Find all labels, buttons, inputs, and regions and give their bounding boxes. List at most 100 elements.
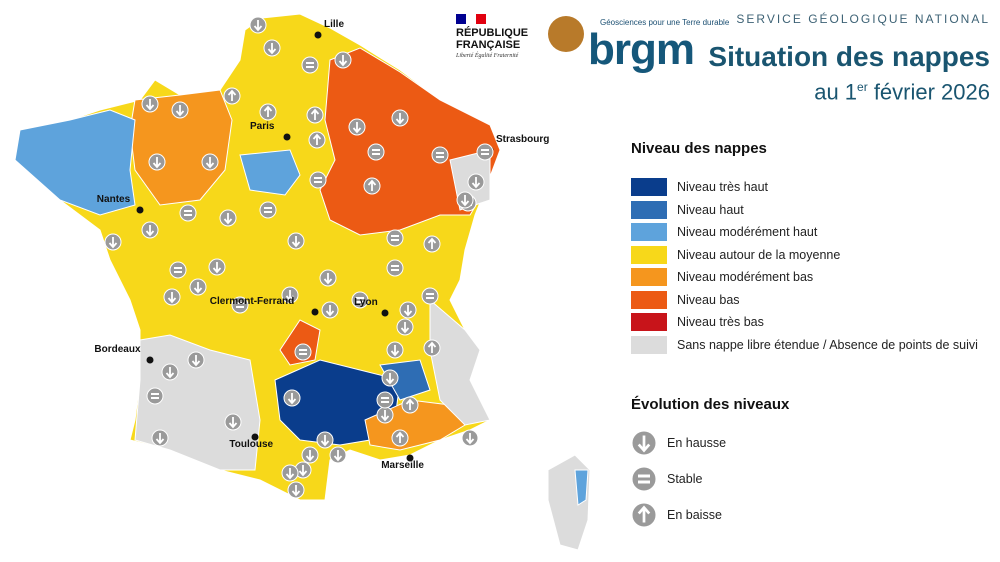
region-alps-gray xyxy=(429,298,491,426)
brgm-tagline: Géosciences pour une Terre durable xyxy=(600,18,730,27)
stable-icon xyxy=(146,387,164,405)
legend-swatch xyxy=(631,335,667,354)
legend-swatch xyxy=(631,178,667,197)
stable-icon xyxy=(169,261,187,279)
arrow-up-icon xyxy=(399,301,417,319)
arrow-down-icon xyxy=(423,235,441,253)
arrow-up-icon xyxy=(151,429,169,447)
arrow-up-icon xyxy=(201,153,219,171)
arrow-down-icon xyxy=(401,396,419,414)
stable-icon xyxy=(421,287,439,305)
legend-item: Sans nappe libre étendue / Absence de po… xyxy=(631,334,978,357)
stable-icon xyxy=(431,146,449,164)
city-label: Lyon xyxy=(354,297,378,308)
arrow-up-icon xyxy=(287,232,305,250)
legend-label: Niveau haut xyxy=(677,202,744,217)
page-title: Situation des nappes xyxy=(708,41,990,72)
corsica xyxy=(547,454,591,551)
legend-label: Niveau modérément haut xyxy=(677,225,818,240)
legend-swatch xyxy=(631,290,667,309)
subtitle-date: février 2026 xyxy=(867,79,990,105)
legend-label: Niveau modérément bas xyxy=(677,270,814,285)
city-dot xyxy=(146,356,154,364)
subtitle-sup: er xyxy=(857,80,868,94)
arrow-up-icon xyxy=(321,301,339,319)
city-dot xyxy=(314,31,322,39)
arrow-down-icon xyxy=(423,339,441,357)
arrow-up-icon xyxy=(281,464,299,482)
city-label: Bordeaux xyxy=(94,344,141,355)
arrow-up-icon xyxy=(219,209,237,227)
legend-label: Niveau très haut xyxy=(677,180,769,195)
city-dot xyxy=(251,433,259,441)
legend-label: Sans nappe libre étendue / Absence de po… xyxy=(677,337,978,352)
legend-item: Niveau modérément bas xyxy=(631,266,978,289)
stable-icon xyxy=(294,343,312,361)
arrow-up-icon xyxy=(187,351,205,369)
evolution-label: En baisse xyxy=(667,508,722,522)
arrow-up-icon xyxy=(319,269,337,287)
republique-label: RÉPUBLIQUE FRANÇAISE xyxy=(456,27,529,51)
arrow-up-icon xyxy=(631,430,657,456)
evolution-item: En hausse xyxy=(631,425,726,461)
arrow-up-icon xyxy=(329,446,347,464)
legend-swatch xyxy=(631,223,667,242)
motto: Liberté Égalité Fraternité xyxy=(456,53,519,59)
legend-swatch xyxy=(631,313,667,332)
brgm-logo-icon xyxy=(548,16,584,52)
stable-icon xyxy=(351,291,369,309)
city-dot xyxy=(381,309,389,317)
arrow-up-icon xyxy=(281,286,299,304)
arrow-down-icon xyxy=(259,103,277,121)
stable-icon xyxy=(386,229,404,247)
arrow-up-icon xyxy=(141,221,159,239)
stable-icon xyxy=(259,201,277,219)
city-label: Lille xyxy=(324,19,345,30)
stable-icon xyxy=(179,204,197,222)
subtitle-pre: au 1 xyxy=(814,79,858,105)
arrow-up-icon xyxy=(316,431,334,449)
arrow-up-icon xyxy=(171,101,189,119)
arrow-up-icon xyxy=(141,95,159,113)
arrow-up-icon xyxy=(161,363,179,381)
legend-title: Niveau des nappes xyxy=(631,140,767,157)
legend-item: Niveau autour de la moyenne xyxy=(631,244,978,267)
legend-label: Niveau très bas xyxy=(677,315,764,330)
arrow-up-icon xyxy=(456,191,474,209)
stable-icon xyxy=(231,296,249,314)
stable-icon xyxy=(367,143,385,161)
legend-item: Niveau haut xyxy=(631,199,978,222)
evolution-label: En hausse xyxy=(667,436,727,450)
legend-item: Niveau très haut xyxy=(631,176,978,199)
page-subtitle: au 1er février 2026 xyxy=(814,74,990,105)
evolution-item: Stable xyxy=(631,461,726,497)
arrow-up-icon xyxy=(163,288,181,306)
city-label: Paris xyxy=(250,121,275,132)
arrow-up-icon xyxy=(208,258,226,276)
legend-label: Niveau autour de la moyenne xyxy=(677,247,841,262)
arrow-up-icon xyxy=(294,461,312,479)
city-label: Strasbourg xyxy=(496,134,550,145)
brgm-wordmark: brgm xyxy=(588,25,695,74)
arrow-down-icon xyxy=(223,87,241,105)
evolution-title: Évolution des niveaux xyxy=(631,396,790,413)
corsica-east xyxy=(574,469,589,506)
arrow-up-icon xyxy=(386,341,404,359)
city-dot xyxy=(311,308,319,316)
city-label: Clermont-Ferrand xyxy=(209,296,295,307)
arrow-down-icon xyxy=(306,106,324,124)
arrow-up-icon xyxy=(467,173,485,191)
arrow-up-icon xyxy=(348,118,366,136)
stable-icon xyxy=(476,143,494,161)
legend: Niveau très haut Niveau haut Niveau modéré… xyxy=(631,176,978,356)
legend-item: Niveau très bas xyxy=(631,311,978,334)
flag-icon xyxy=(456,14,486,24)
region-brittany xyxy=(14,109,136,216)
arrow-down-icon xyxy=(631,502,657,528)
republique-francaise-logo: RÉPUBLIQUE FRANÇAISE Liberté Égalité Fra… xyxy=(456,14,536,60)
arrow-up-icon xyxy=(189,278,207,296)
arrow-up-icon xyxy=(391,109,409,127)
legend-label: Niveau bas xyxy=(677,292,740,307)
arrow-up-icon xyxy=(287,481,305,499)
